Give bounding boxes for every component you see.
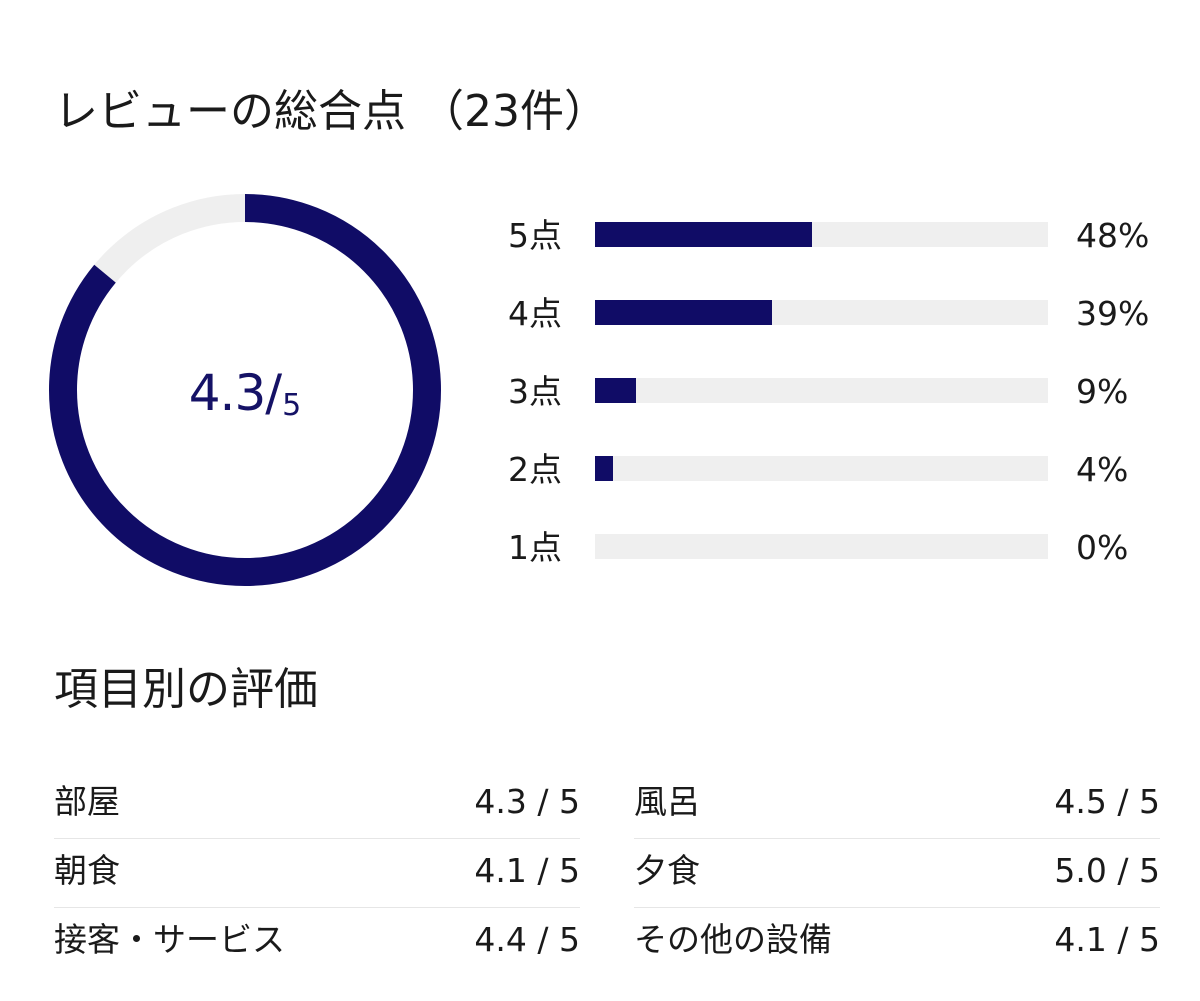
item-rating-row: 風呂 4.5 / 5 <box>634 770 1160 839</box>
item-rating-score: 4.1 / 5 <box>474 851 580 890</box>
item-rating-row: その他の設備 4.1 / 5 <box>634 908 1160 976</box>
item-ratings-left-column: 部屋 4.3 / 5 朝食 4.1 / 5 接客・サービス 4.4 / 5 <box>54 770 580 976</box>
item-rating-score: 5.0 / 5 <box>1054 851 1160 890</box>
distribution-label: 3点 <box>508 372 562 411</box>
distribution-row-1: 1点 0% <box>500 520 1180 598</box>
distribution-bar-fill <box>595 300 772 325</box>
item-rating-score: 4.1 / 5 <box>1054 920 1160 959</box>
item-rating-name: 部屋 <box>54 782 120 821</box>
distribution-percent: 9% <box>1076 372 1129 411</box>
overall-rating-title: レビューの総合点 （23件） <box>54 86 608 137</box>
distribution-row-2: 2点 4% <box>500 442 1180 520</box>
distribution-label: 5点 <box>508 216 562 255</box>
distribution-percent: 48% <box>1076 216 1150 255</box>
overall-score-donut: 4.3/5 <box>48 193 442 587</box>
overall-score-label: 4.3/5 <box>48 193 442 587</box>
item-rating-name: 風呂 <box>634 782 700 821</box>
item-rating-score: 4.3 / 5 <box>474 782 580 821</box>
overall-score-separator: / <box>265 364 283 422</box>
distribution-percent: 4% <box>1076 450 1129 489</box>
rating-distribution: 5点 48% 4点 39% 3点 9% 2点 4% 1点 0% <box>500 208 1180 598</box>
ring-fill <box>49 194 441 586</box>
distribution-percent: 0% <box>1076 528 1129 567</box>
distribution-bar-track <box>595 300 1048 325</box>
overall-score-value: 4.3 <box>188 364 267 422</box>
distribution-row-4: 4点 39% <box>500 286 1180 364</box>
distribution-label: 1点 <box>508 528 562 567</box>
distribution-bar-fill <box>595 378 636 403</box>
overall-score-ring <box>49 194 441 586</box>
distribution-bar-fill <box>595 456 614 481</box>
distribution-bar-fill <box>595 222 813 247</box>
item-rating-name: 接客・サービス <box>54 920 285 959</box>
distribution-label: 2点 <box>508 450 562 489</box>
item-rating-score: 4.5 / 5 <box>1054 782 1160 821</box>
item-rating-row: 接客・サービス 4.4 / 5 <box>54 908 580 976</box>
distribution-bar-track <box>595 534 1048 559</box>
item-rating-name: 夕食 <box>634 851 700 890</box>
item-rating-row: 部屋 4.3 / 5 <box>54 770 580 839</box>
distribution-bar-track <box>595 378 1048 403</box>
distribution-row-3: 3点 9% <box>500 364 1180 442</box>
distribution-row-5: 5点 48% <box>500 208 1180 286</box>
item-rating-score: 4.4 / 5 <box>474 920 580 959</box>
item-rating-name: 朝食 <box>54 851 120 890</box>
item-rating-row: 朝食 4.1 / 5 <box>54 839 580 908</box>
distribution-label: 4点 <box>508 294 562 333</box>
item-ratings-right-column: 風呂 4.5 / 5 夕食 5.0 / 5 その他の設備 4.1 / 5 <box>634 770 1160 976</box>
item-ratings-title: 項目別の評価 <box>54 664 318 715</box>
item-rating-row: 夕食 5.0 / 5 <box>634 839 1160 908</box>
distribution-percent: 39% <box>1076 294 1150 333</box>
distribution-bar-track <box>595 456 1048 481</box>
distribution-bar-track <box>595 222 1048 247</box>
overall-score-max: 5 <box>282 387 302 423</box>
item-rating-name: その他の設備 <box>634 920 832 959</box>
